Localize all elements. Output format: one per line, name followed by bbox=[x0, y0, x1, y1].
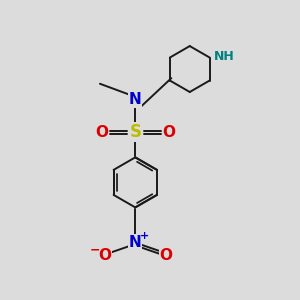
Text: O: O bbox=[98, 248, 111, 263]
Text: NH: NH bbox=[214, 50, 235, 63]
Text: +: + bbox=[140, 231, 149, 241]
Text: −: − bbox=[90, 244, 100, 256]
Text: S: S bbox=[129, 123, 141, 141]
Text: O: O bbox=[160, 248, 173, 263]
Text: N: N bbox=[129, 235, 142, 250]
Text: N: N bbox=[129, 92, 142, 107]
Text: O: O bbox=[95, 125, 108, 140]
Text: O: O bbox=[163, 125, 176, 140]
